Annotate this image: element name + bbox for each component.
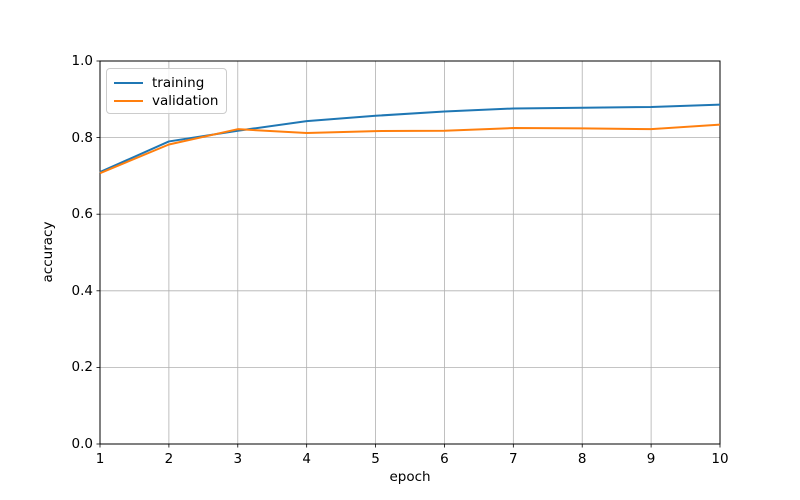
y-tick-label: 1.0 <box>71 53 93 69</box>
x-tick-label: 5 <box>371 451 380 467</box>
legend-item-validation: validation <box>114 92 226 110</box>
validation-line <box>99 123 721 175</box>
x-tick-label: 9 <box>646 451 656 467</box>
y-axis-label: accuracy <box>40 221 56 283</box>
legend-label-training: training <box>152 74 205 91</box>
x-tick-label: 6 <box>440 451 449 467</box>
x-tick-label: 7 <box>509 451 518 467</box>
x-axis-label: epoch <box>389 469 431 485</box>
y-tick-label: 0.0 <box>71 436 93 452</box>
y-tick-label: 0.8 <box>71 129 93 146</box>
axes-spines <box>99 60 721 445</box>
x-tick-label: 4 <box>302 451 311 467</box>
x-tick-label: 8 <box>577 451 587 467</box>
y-tick-label: 0.6 <box>71 206 93 223</box>
x-tick-label: 3 <box>233 451 243 467</box>
x-tick-label: 2 <box>164 451 174 467</box>
x-tick-label: 1 <box>95 451 105 467</box>
training-line-swatch <box>114 82 143 84</box>
x-tick-label: 10 <box>711 451 729 467</box>
legend: training validation <box>106 68 227 114</box>
legend-label-validation: validation <box>152 92 219 109</box>
y-tick-label: 0.2 <box>71 359 93 376</box>
validation-line-swatch <box>114 100 143 102</box>
legend-item-training: training <box>114 74 226 92</box>
y-tick-label: 0.4 <box>71 282 93 299</box>
